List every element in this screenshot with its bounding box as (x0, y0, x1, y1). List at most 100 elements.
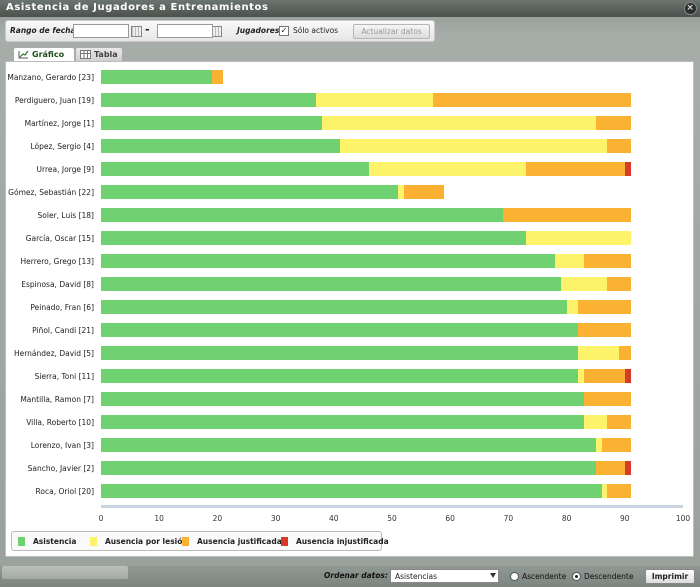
bar-segment-asistencia[interactable] (101, 162, 369, 176)
bar-segment-asistencia[interactable] (101, 231, 526, 245)
bar-segment-lesion[interactable] (525, 231, 631, 245)
x-tick-label: 100 (675, 514, 691, 523)
player-label: Sierra, Toni [11] (34, 372, 94, 381)
bar-segment-asistencia[interactable] (101, 369, 579, 383)
bar-segment-asistencia[interactable] (101, 185, 398, 199)
bar-segment-justificada[interactable] (525, 162, 625, 176)
print-button[interactable]: Imprimir (645, 569, 695, 584)
bar-segment-lesion[interactable] (397, 185, 404, 199)
date-to-input[interactable] (157, 24, 213, 38)
close-button[interactable]: × (684, 2, 697, 15)
bar-segment-lesion[interactable] (578, 346, 619, 360)
bar-segment-asistencia[interactable] (101, 346, 579, 360)
bar-segment-justificada[interactable] (584, 254, 631, 268)
descending-radio[interactable] (572, 572, 581, 581)
tab-table-label: Tabla (94, 50, 118, 59)
bar-segment-asistencia[interactable] (101, 438, 596, 452)
bar-segment-justificada[interactable] (595, 461, 625, 475)
bar-segment-lesion[interactable] (316, 93, 433, 107)
bar-segment-asistencia[interactable] (101, 139, 340, 153)
bar-segment-asistencia[interactable] (101, 461, 596, 475)
player-label: Perdiguero, Juan [19] (14, 96, 94, 105)
date-range-label: Rango de fechas (10, 26, 81, 35)
calendar-from-icon[interactable] (131, 26, 142, 37)
bottom-bar: Ordenar datos: Asistencias Ascendente De… (0, 566, 700, 587)
bar-segment-asistencia[interactable] (101, 254, 555, 268)
bar-segment-asistencia[interactable] (101, 392, 585, 406)
x-tick-label: 10 (154, 514, 164, 523)
bar-segment-asistencia[interactable] (101, 277, 561, 291)
ascending-label: Ascendente (522, 572, 567, 581)
bar-segment-justificada[interactable] (618, 346, 631, 360)
bar-segment-lesion[interactable] (322, 116, 596, 130)
x-tick-label: 90 (620, 514, 630, 523)
x-tick-label: 50 (387, 514, 397, 523)
active-only-checkbox[interactable]: ✓ (279, 26, 289, 36)
players-label: Jugadores (237, 26, 280, 35)
order-select[interactable]: Asistencias (390, 569, 499, 583)
tab-table[interactable]: Tabla (75, 47, 123, 61)
bar-segment-asistencia[interactable] (101, 70, 212, 84)
chart-legend: Asistencia Ausencia por lesión Ausencia … (11, 531, 389, 551)
order-label: Ordenar datos: (324, 571, 388, 580)
bar-segment-asistencia[interactable] (101, 208, 503, 222)
player-label: Herrero, Grego [13] (20, 257, 95, 266)
bar-segment-lesion[interactable] (554, 254, 585, 268)
bar-segment-lesion[interactable] (595, 438, 602, 452)
bar-segment-injustificada[interactable] (624, 162, 631, 176)
player-label: Peinado, Fran [6] (30, 303, 94, 312)
bar-segment-justificada[interactable] (595, 116, 631, 130)
bar-segment-lesion[interactable] (339, 139, 608, 153)
x-axis (101, 505, 683, 508)
legend-swatch (90, 537, 97, 546)
bar-segment-justificada[interactable] (578, 300, 631, 314)
bar-segment-asistencia[interactable] (101, 415, 585, 429)
bar-segment-lesion[interactable] (560, 277, 608, 291)
bar-segment-justificada[interactable] (403, 185, 445, 199)
bar-segment-injustificada[interactable] (624, 369, 631, 383)
bar-segment-lesion[interactable] (566, 300, 579, 314)
bar-segment-justificada[interactable] (584, 369, 625, 383)
tab-chart[interactable]: Gráfico (13, 47, 75, 61)
bar-segment-justificada[interactable] (502, 208, 631, 222)
player-label: Roca, Oriol [20] (35, 487, 94, 496)
filter-toolbar: Rango de fechas - Jugadores ✓ Sólo activ… (5, 20, 435, 42)
bar-segment-justificada[interactable] (584, 392, 631, 406)
date-from-input[interactable] (73, 24, 129, 38)
legend-label: Ausencia justificada (197, 537, 282, 546)
bar-segment-lesion[interactable] (601, 484, 608, 498)
bar-segment-asistencia[interactable] (101, 323, 579, 337)
table-icon (80, 50, 91, 59)
player-label: Urrea, Jorge [9] (36, 165, 94, 174)
player-label: García, Oscar [15] (25, 234, 94, 243)
bar-segment-justificada[interactable] (607, 415, 631, 429)
bar-segment-justificada[interactable] (211, 70, 224, 84)
window-title: Asistencia de Jugadores a Entrenamientos (6, 2, 269, 13)
player-label: Espinosa, David [8] (21, 280, 94, 289)
bar-segment-justificada[interactable] (607, 484, 631, 498)
legend-label: Ausencia por lesión (105, 537, 188, 546)
bar-segment-lesion[interactable] (578, 369, 585, 383)
bar-segment-lesion[interactable] (368, 162, 526, 176)
bar-segment-asistencia[interactable] (101, 484, 602, 498)
bar-segment-asistencia[interactable] (101, 93, 317, 107)
window-title-bar: Asistencia de Jugadores a Entrenamientos… (0, 0, 700, 17)
bar-segment-justificada[interactable] (607, 139, 631, 153)
update-data-button[interactable]: Actualizar datos (353, 24, 430, 39)
close-icon: × (686, 3, 695, 13)
bar-segment-justificada[interactable] (607, 277, 631, 291)
bar-segment-asistencia[interactable] (101, 116, 323, 130)
bar-segment-asistencia[interactable] (101, 300, 567, 314)
player-label: Soler, Luis [18] (37, 211, 94, 220)
ascending-radio[interactable] (510, 572, 519, 581)
bar-segment-justificada[interactable] (432, 93, 631, 107)
bar-segment-injustificada[interactable] (624, 461, 631, 475)
bar-segment-justificada[interactable] (578, 323, 631, 337)
tab-chart-label: Gráfico (32, 50, 65, 59)
line-chart-icon (18, 50, 29, 59)
legend-swatch (182, 537, 189, 546)
bar-segment-justificada[interactable] (601, 438, 631, 452)
horizontal-scrollbar[interactable] (2, 566, 128, 579)
x-tick-label: 0 (98, 514, 104, 523)
bar-segment-lesion[interactable] (584, 415, 608, 429)
